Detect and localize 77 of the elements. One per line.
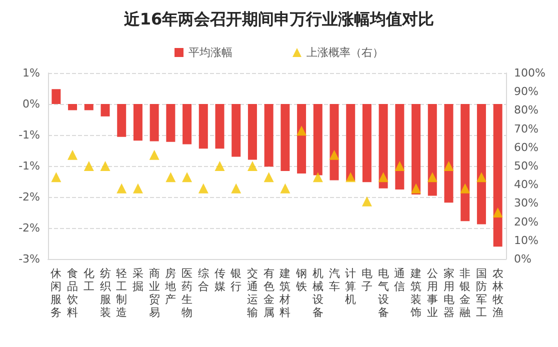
x-tick-label: 汽车 (328, 267, 340, 293)
point (492, 208, 503, 218)
point (296, 126, 307, 136)
x-tick-label: 国防军工 (476, 267, 487, 319)
x-tick-label: 纺织服装 (100, 267, 111, 319)
x-tick-label: 采掘 (132, 267, 144, 293)
x-tick-label: 非银金融 (458, 267, 471, 319)
y2-tick-label: 20% (514, 215, 538, 228)
x-tick-label: 钢铁 (295, 267, 308, 293)
point (329, 150, 340, 160)
x-tick-label: 房地产 (164, 267, 176, 306)
x-tick-label: 轻工制造 (116, 267, 128, 319)
x-tick-label: 有色金属 (263, 267, 274, 319)
point (84, 161, 94, 171)
x-tick-label: 商业贸易 (148, 267, 160, 319)
x-tick-label: 综合 (198, 267, 209, 293)
point (132, 183, 143, 194)
point (444, 161, 454, 171)
point (394, 161, 405, 171)
x-tick-label: 机械设备 (312, 267, 324, 319)
point (100, 161, 110, 171)
x-tick-label: 交通运输 (246, 267, 258, 319)
point (280, 183, 290, 194)
chart-title: 近16年两会召开期间申万行业涨幅均值对比 (122, 10, 434, 28)
x-tick-label: 电子 (361, 267, 372, 293)
x-tick-label: 电气设备 (378, 267, 389, 319)
x-tick-label: 计算机 (345, 267, 356, 306)
point (149, 150, 160, 160)
y-tick-label: 0% (22, 98, 40, 110)
legend-label: 上涨概率（右） (306, 46, 384, 59)
point (231, 183, 242, 194)
legend-label: 平均涨幅 (188, 46, 232, 59)
y2-tick-label: 30% (514, 196, 538, 210)
point (166, 172, 176, 182)
x-tick-label: 休闲服务 (50, 267, 62, 319)
y-tick-label: -1% (18, 160, 40, 172)
x-tick-label: 化工 (83, 267, 94, 293)
point (362, 196, 372, 206)
y-tick-label: -2% (18, 190, 40, 204)
x-tick-label: 建筑材料 (278, 267, 291, 319)
point (411, 183, 422, 194)
x-tick-label: 家用电器 (443, 267, 454, 319)
y2-tick-label: 80% (514, 104, 538, 117)
y-tick-label: 1% (22, 66, 40, 80)
y-tick-label: -3% (18, 252, 40, 266)
y-tick-label: -2% (18, 222, 40, 234)
point (198, 183, 208, 194)
point (68, 150, 78, 160)
y2-tick-label: 40% (514, 178, 538, 192)
point (116, 183, 127, 194)
x-tick-label: 建筑装饰 (410, 267, 422, 319)
y2-tick-label: 70% (514, 122, 538, 136)
point (378, 172, 388, 182)
x-tick-label: 银行 (230, 267, 242, 293)
y2-tick-label: 60% (514, 140, 538, 154)
point (182, 172, 192, 182)
point (214, 161, 225, 171)
y-tick-label: -1% (18, 128, 40, 142)
y2-tick-label: 100% (514, 66, 546, 80)
point (247, 161, 258, 171)
point (427, 172, 438, 182)
y2-tick-label: 0% (514, 252, 532, 266)
point (264, 172, 274, 182)
y2-tick-label: 90% (514, 85, 538, 98)
x-tick-label: 食品饮料 (66, 267, 78, 319)
x-tick-label: 医药生物 (182, 267, 193, 319)
point (476, 172, 486, 182)
x-tick-label: 传媒 (214, 267, 226, 293)
y2-tick-label: 50% (514, 160, 538, 172)
point (312, 172, 323, 182)
point (51, 172, 62, 182)
y2-tick-label: 10% (514, 234, 538, 247)
x-tick-label: 公用事业 (426, 267, 438, 319)
point (460, 183, 470, 194)
x-tick-label: 农林牧渔 (491, 267, 504, 319)
x-tick-label: 通信 (394, 267, 406, 293)
point (346, 172, 356, 182)
